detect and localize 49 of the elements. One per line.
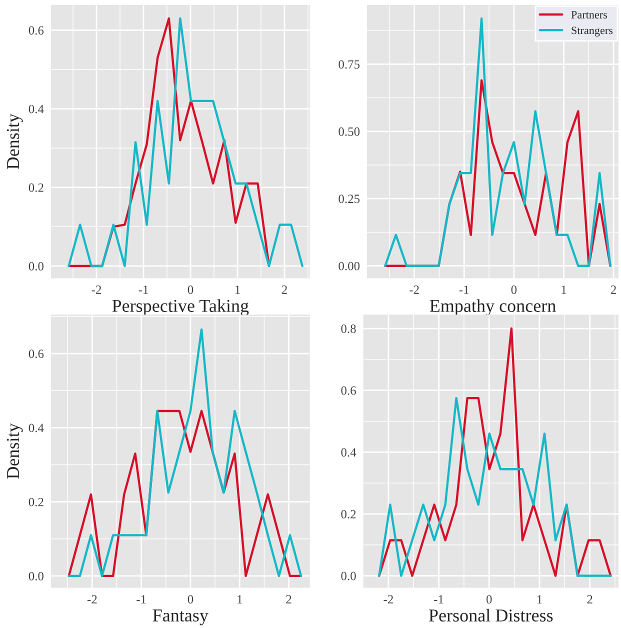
x-tick-label: 1 — [235, 286, 240, 294]
x-tick-label: -2 — [410, 286, 419, 294]
x-tick-label: -1 — [138, 286, 148, 294]
y-tick-label: 0.2 — [341, 510, 356, 518]
line-series — [384, 17, 612, 267]
y-tick-label: 0.8 — [341, 324, 356, 334]
x-tick-label: 2 — [610, 286, 616, 294]
x-tick-label: 2 — [587, 595, 592, 604]
line-series — [378, 327, 612, 577]
legend-label: Strangers — [572, 26, 613, 36]
y-tick-label: 0.2 — [28, 498, 44, 506]
x-tick-label: 0 — [511, 286, 517, 294]
x-tick-label: 2 — [282, 286, 287, 294]
line-series — [68, 328, 302, 578]
x-tick-label: 0 — [188, 595, 194, 604]
x-tick-label: 2 — [286, 595, 292, 604]
y-tick-label: 0.4 — [28, 424, 44, 432]
y-tick-label: 0.6 — [28, 26, 44, 35]
y-axis-title: Density — [6, 423, 23, 479]
x-tick-label: -2 — [384, 595, 393, 604]
x-tick-label: -1 — [136, 595, 146, 604]
x-tick-label: 1 — [537, 595, 542, 604]
y-tick-label: 0.50 — [338, 127, 360, 136]
y-tick-label: 0.4 — [341, 448, 356, 457]
x-tick-label: -2 — [87, 595, 97, 604]
y-tick-label: 0.4 — [28, 104, 44, 114]
x-tick-label: -1 — [459, 286, 469, 294]
y-tick-label: 0.75 — [338, 60, 360, 69]
y-tick-label: 0.00 — [338, 262, 360, 270]
x-axis-title: Personal Distress — [428, 608, 553, 622]
x-tick-label: -2 — [92, 286, 102, 294]
legend-label: Partners — [571, 11, 608, 18]
x-axis-title: Perspective Taking — [112, 299, 249, 316]
y-tick-label: 0.2 — [28, 183, 44, 192]
line-series — [378, 396, 612, 577]
x-tick-label: 0 — [486, 595, 492, 604]
x-tick-label: -1 — [434, 595, 444, 604]
y-tick-label: 0.6 — [28, 350, 44, 358]
y-tick-label: 0.6 — [341, 386, 356, 395]
x-tick-label: 1 — [562, 286, 566, 294]
y-tick-label: 0.0 — [28, 572, 44, 580]
x-tick-label: 0 — [188, 286, 194, 294]
x-tick-label: 1 — [238, 595, 242, 604]
y-axis-title: Density — [6, 114, 23, 170]
y-tick-label: 0.0 — [341, 572, 356, 580]
x-axis-title: Empathy concern — [430, 299, 556, 316]
x-axis-title: Fantasy — [152, 610, 208, 626]
y-tick-label: 0.0 — [28, 262, 44, 271]
y-tick-label: 0.25 — [338, 194, 360, 204]
